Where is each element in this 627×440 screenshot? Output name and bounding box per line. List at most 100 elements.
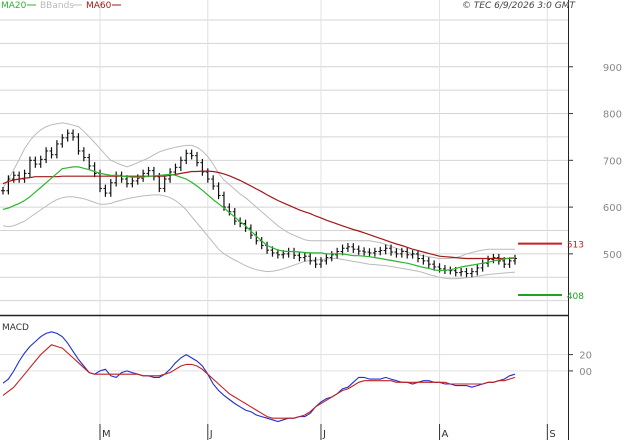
price-bar [108,179,113,197]
price-bar [513,254,517,265]
price-bar [362,247,367,256]
price-tick-label: 700 [603,156,622,167]
level-label: 513 [567,241,584,251]
price-bar [76,133,81,155]
price-bar [92,162,97,178]
price-bar [44,147,49,164]
price-bar [421,254,426,265]
price-bar [405,247,410,259]
price-bar [227,203,232,216]
price-bar [146,166,151,178]
legend-ma20-label: MA20 [1,1,27,11]
levels-layer: 513 408 [518,241,584,302]
price-bar [130,177,135,188]
price-bar [356,245,361,255]
price-bar [33,156,38,168]
price-tick-label: 500 [603,250,622,261]
price-bar [211,175,216,190]
price-bar [335,247,340,259]
price-bar [459,267,464,277]
price-bar [469,267,474,278]
price-bar [394,248,399,258]
macd-pane-label: MACD [2,323,29,333]
price-bar [54,140,59,159]
month-tick-label: J [209,429,213,440]
price-bar [345,243,350,252]
macd-tick-label: 00 [579,367,592,378]
price-bar [324,253,329,265]
price-bar [6,175,11,195]
macd-lines-layer [2,331,516,423]
price-bar [432,260,437,271]
price-bar [318,257,323,268]
price-tick-label: 600 [603,203,622,214]
price-bar [81,147,86,162]
ma20-line [2,166,516,272]
month-tick-label: A [442,429,449,440]
price-bar [216,182,221,200]
price-bar [464,267,469,278]
price-bar [1,186,5,195]
legend-bbands-label: BBands [40,1,74,11]
price-tick-label: 800 [603,110,622,121]
price-bar [65,129,70,142]
price-bar [486,255,491,267]
price-bar [119,171,124,183]
price-bar [426,257,431,268]
bband-lower-line [2,194,516,280]
copyright-timestamp: © TEC 6/9/2026 3:0 GMT [462,1,577,11]
price-bar [372,247,377,257]
price-bar [27,156,32,178]
bband-upper-line [2,122,515,259]
price-bar [103,184,108,197]
price-bar [11,171,16,183]
macd-grid [0,354,568,372]
price-bar [71,129,76,141]
price-bar [184,149,189,165]
price-bar [200,158,205,176]
month-tick-label: M [102,429,111,440]
legend: MA20 BBands MA60 [1,1,121,11]
price-bar [22,169,27,183]
price-bar [351,243,356,253]
month-tick-label: S [549,429,555,440]
price-bar [297,251,302,262]
price-bar [87,153,92,170]
price-bar [367,248,372,257]
price-tick-label: 900 [603,63,622,74]
price-bar [162,175,167,193]
price-bar [475,264,480,276]
price-bar [124,175,129,188]
price-bar [378,246,383,256]
price-bar [173,163,178,176]
price-bar [49,147,54,159]
level-label: 408 [567,292,584,302]
macd-series-line [2,344,516,419]
month-tick-label: J [322,429,326,440]
moving-averages-layer [2,166,516,272]
price-bar [389,244,394,256]
price-bar [383,244,388,255]
macd-tick-label: 20 [579,351,592,362]
bbands-layer [2,122,516,280]
legend-ma60-label: MA60 [86,1,112,11]
price-bar [415,250,420,263]
price-bar [496,253,501,265]
price-bar [195,151,200,167]
price-bars-layer [1,129,517,278]
price-bar [275,249,280,259]
price-bar [178,156,183,172]
price-bar [410,250,415,259]
price-bar [308,252,313,265]
price-bar [302,252,307,262]
price-grid [0,0,568,428]
price-bar [60,134,65,148]
price-bar [329,251,334,262]
price-bar [189,149,194,160]
ma60-line [2,170,516,260]
price-bar [313,257,318,268]
